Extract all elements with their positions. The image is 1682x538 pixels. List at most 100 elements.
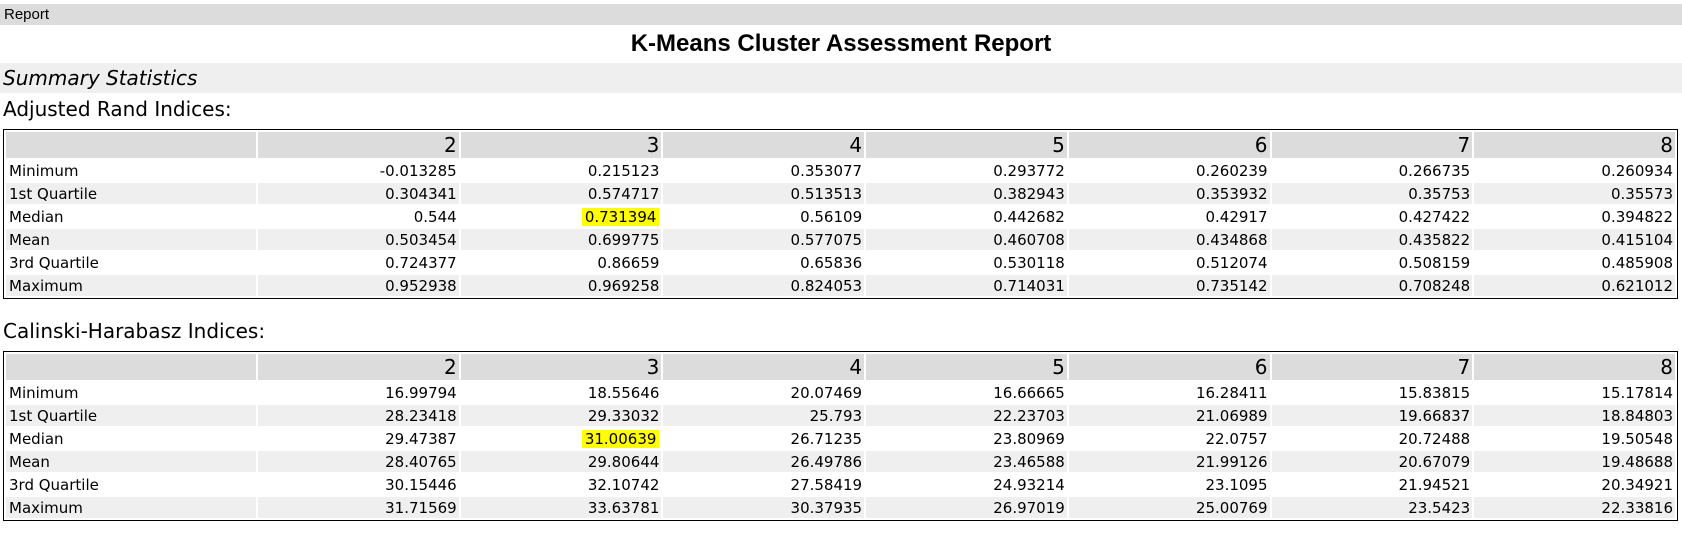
table-cell: 26.71235 xyxy=(663,428,865,449)
table-row: Minimum -0.013285 0.215123 0.353077 0.293772… xyxy=(6,160,1675,181)
table-cell: 19.50548 xyxy=(1474,428,1675,449)
table-cell: 19.48688 xyxy=(1474,451,1675,472)
table-cell: 31.00639 xyxy=(460,428,662,449)
table-cell: 0.724377 xyxy=(258,252,459,273)
row-label: 3rd Quartile xyxy=(6,474,256,495)
table-cell: 0.304341 xyxy=(258,183,459,204)
table-cell: 23.80969 xyxy=(866,428,1067,449)
table-cell: 15.83815 xyxy=(1271,382,1473,403)
row-label: 1st Quartile xyxy=(6,183,256,204)
column-header: 5 xyxy=(866,354,1067,380)
table-cell: 18.55646 xyxy=(460,382,662,403)
table-header-row: 2 3 4 5 6 7 8 xyxy=(6,132,1675,158)
table-cell: 25.00769 xyxy=(1068,497,1270,518)
column-header: 5 xyxy=(866,132,1067,158)
chi-table-body: Minimum 16.99794 18.55646 20.07469 16.66665 1… xyxy=(6,382,1675,518)
column-header: 3 xyxy=(460,354,662,380)
row-label: 3rd Quartile xyxy=(6,252,256,273)
table-row: Median 0.544 0.731394 0.56109 0.442682 0.4291… xyxy=(6,206,1675,227)
column-header: 4 xyxy=(663,132,865,158)
table-cell: 16.66665 xyxy=(866,382,1067,403)
table-cell: 0.512074 xyxy=(1068,252,1270,273)
table-cell: 0.708248 xyxy=(1271,275,1473,296)
table-cell: 0.714031 xyxy=(866,275,1067,296)
table-cell: 32.10742 xyxy=(460,474,662,495)
table-cell: 31.71569 xyxy=(258,497,459,518)
table-cell: 0.415104 xyxy=(1474,229,1675,250)
table-row: 1st Quartile 0.304341 0.574717 0.513513 0.38… xyxy=(6,183,1675,204)
table-cell: 0.485908 xyxy=(1474,252,1675,273)
table-row: 3rd Quartile 0.724377 0.86659 0.65836 0.5301… xyxy=(6,252,1675,273)
table-cell: 20.72488 xyxy=(1271,428,1473,449)
table-cell: 0.353077 xyxy=(663,160,865,181)
column-header: 2 xyxy=(258,354,459,380)
table-cell: 0.621012 xyxy=(1474,275,1675,296)
section-title: Summary Statistics xyxy=(3,66,198,90)
table-row: Minimum 16.99794 18.55646 20.07469 16.66665 1… xyxy=(6,382,1675,403)
table-row: Mean 28.40765 29.80644 26.49786 23.46588 21.9… xyxy=(6,451,1675,472)
table-cell: 21.94521 xyxy=(1271,474,1473,495)
row-label: Mean xyxy=(6,451,256,472)
table-cell: 23.46588 xyxy=(866,451,1067,472)
table-cell: 26.97019 xyxy=(866,497,1067,518)
table-cell: 29.47387 xyxy=(258,428,459,449)
highlighted-value: 31.00639 xyxy=(581,429,660,448)
highlighted-value: 0.731394 xyxy=(581,207,660,226)
row-label: Minimum xyxy=(6,160,256,181)
row-label: 1st Quartile xyxy=(6,405,256,426)
table-row: Mean 0.503454 0.699775 0.577075 0.460708 0.43… xyxy=(6,229,1675,250)
chi-table-label: Calinski-Harabasz Indices: xyxy=(3,319,266,343)
table-cell: 28.23418 xyxy=(258,405,459,426)
table-cell: 20.34921 xyxy=(1474,474,1675,495)
table-cell: 16.28411 xyxy=(1068,382,1270,403)
table-cell: 0.530118 xyxy=(866,252,1067,273)
column-header xyxy=(6,132,256,158)
table-cell: 33.63781 xyxy=(460,497,662,518)
column-header: 6 xyxy=(1068,132,1270,158)
table-cell: 0.460708 xyxy=(866,229,1067,250)
table-cell: 0.353932 xyxy=(1068,183,1270,204)
table-cell: 0.699775 xyxy=(460,229,662,250)
table-cell: 0.824053 xyxy=(663,275,865,296)
table-header-row: 2 3 4 5 6 7 8 xyxy=(6,354,1675,380)
row-label: Maximum xyxy=(6,275,256,296)
table-cell: 15.17814 xyxy=(1474,382,1675,403)
column-header: 6 xyxy=(1068,354,1270,380)
column-header: 8 xyxy=(1474,132,1675,158)
table-cell: 0.574717 xyxy=(460,183,662,204)
table-cell: 28.40765 xyxy=(258,451,459,472)
table-cell: 20.67079 xyxy=(1271,451,1473,472)
table-cell: 20.07469 xyxy=(663,382,865,403)
table-cell: 0.544 xyxy=(258,206,459,227)
table-cell: 0.215123 xyxy=(460,160,662,181)
table-cell: 30.15446 xyxy=(258,474,459,495)
table-cell: 0.952938 xyxy=(258,275,459,296)
table-cell: 0.427422 xyxy=(1271,206,1473,227)
table-cell: 0.577075 xyxy=(663,229,865,250)
table-cell: 0.382943 xyxy=(866,183,1067,204)
table-cell: 0.35573 xyxy=(1474,183,1675,204)
table-cell: 21.06989 xyxy=(1068,405,1270,426)
table-row: Maximum 0.952938 0.969258 0.824053 0.714031 0… xyxy=(6,275,1675,296)
table-cell: 0.56109 xyxy=(663,206,865,227)
table-cell: 0.442682 xyxy=(866,206,1067,227)
column-header: 7 xyxy=(1271,132,1473,158)
table-cell: -0.013285 xyxy=(258,160,459,181)
row-label: Median xyxy=(6,206,256,227)
table-cell: 0.260239 xyxy=(1068,160,1270,181)
report-tab[interactable]: Report xyxy=(0,4,1682,25)
column-header: 8 xyxy=(1474,354,1675,380)
report-tab-label: Report xyxy=(4,6,50,23)
table-cell: 0.86659 xyxy=(460,252,662,273)
table-cell: 0.35753 xyxy=(1271,183,1473,204)
table-cell: 21.99126 xyxy=(1068,451,1270,472)
column-header: 2 xyxy=(258,132,459,158)
table-cell: 19.66837 xyxy=(1271,405,1473,426)
report-title: K-Means Cluster Assessment Report xyxy=(630,30,1052,57)
table-cell: 22.33816 xyxy=(1474,497,1675,518)
column-header: 3 xyxy=(460,132,662,158)
table-row: Maximum 31.71569 33.63781 30.37935 26.97019 2… xyxy=(6,497,1675,518)
column-header: 7 xyxy=(1271,354,1473,380)
row-label: Minimum xyxy=(6,382,256,403)
table-cell: 0.513513 xyxy=(663,183,865,204)
